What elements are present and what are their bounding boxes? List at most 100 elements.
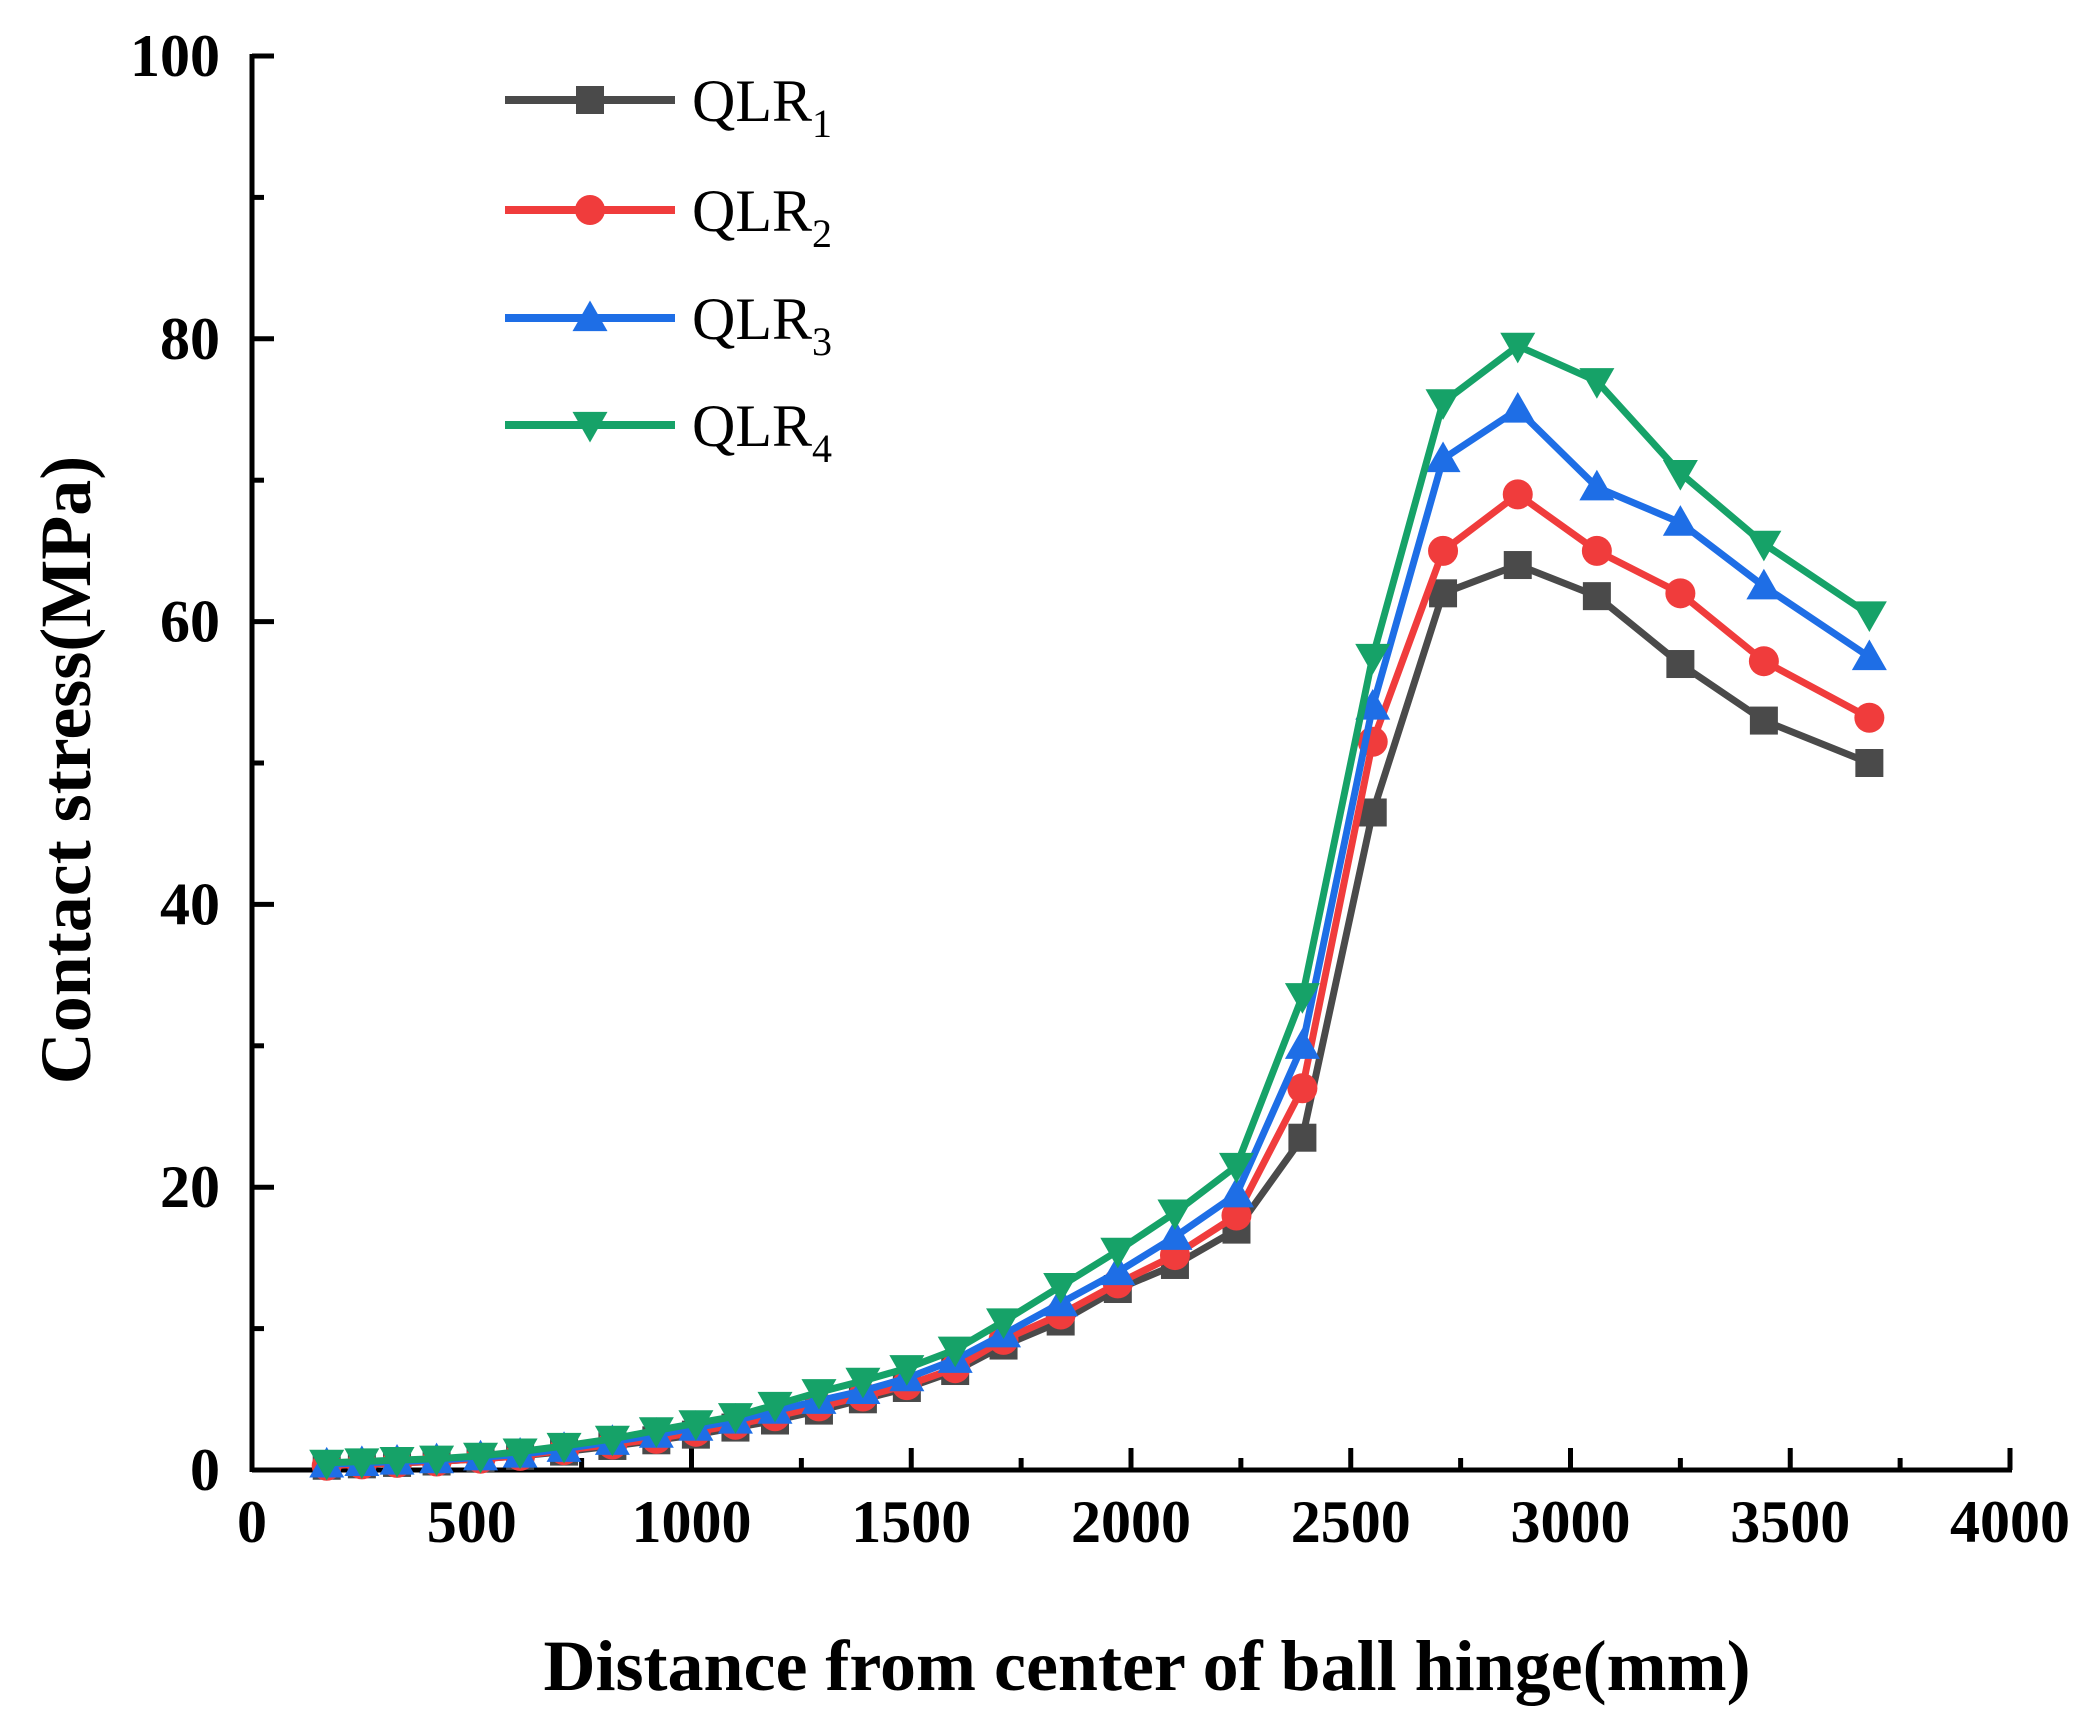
series-QLR3 [309,392,1887,1478]
data-point [1662,505,1698,536]
data-point [344,1448,380,1480]
data-point [1746,568,1782,600]
data-point [757,1391,793,1423]
data-point [678,1410,714,1441]
data-point [1503,551,1532,580]
legend-label-main: QLR [692,178,812,244]
x-tick-label: 1000 [632,1489,752,1555]
y-tick-label: 100 [130,23,220,89]
x-tick-label: 2000 [1071,1489,1191,1555]
y-tick-label: 20 [160,1154,220,1220]
data-point [638,1417,674,1448]
data-point [1500,332,1536,364]
x-tick-label: 500 [427,1489,517,1555]
legend-item: QLR4 [505,393,832,471]
legend-marker [572,300,608,332]
legend-label-main: QLR [692,68,812,134]
data-point [1579,368,1615,399]
data-point [1749,706,1778,735]
data-point [1665,578,1696,609]
data-point [1288,1123,1317,1152]
y-tick-label: 40 [160,871,220,937]
data-point [1855,749,1884,777]
series-line [326,561,1871,1470]
legend-label-subscript: 2 [812,211,832,256]
data-point [1284,983,1320,1014]
data-point [1355,643,1391,675]
data-point [1157,1199,1193,1231]
y-tick-label: 0 [190,1437,220,1503]
legend-label-subscript: 1 [812,101,832,146]
series-QLR1 [312,551,1884,1480]
x-tick-label: 3500 [1730,1489,1850,1555]
data-point [1851,601,1887,633]
data-point [1218,1176,1254,1208]
data-point [937,1336,973,1368]
x-tick-label: 1500 [851,1489,971,1555]
data-point [1500,392,1536,423]
legend-label-subscript: 3 [812,319,832,364]
legend-label: QLR4 [692,393,832,471]
legend-label-subscript: 4 [812,426,832,471]
legend-label-main: QLR [692,286,812,352]
y-axis-title: Contact stress(MPa) [26,456,106,1085]
legend-marker [576,86,604,114]
data-point [1425,389,1461,420]
series-line [326,490,1872,1470]
data-point [1043,1273,1079,1304]
x-axis-title: Distance from center of ball hinge(mm) [543,1626,1750,1706]
data-point [1666,650,1695,679]
data-point [1157,1219,1193,1250]
series-QLR4 [309,332,1887,1481]
data-point [801,1379,837,1410]
legend-label: QLR2 [692,178,832,256]
series-layer [309,332,1887,1481]
legend-label: QLR1 [692,68,832,146]
data-point [1581,535,1612,566]
data-point [1425,441,1461,473]
legend-marker [572,411,608,443]
data-point [379,1446,415,1478]
x-tick-label: 2500 [1291,1489,1411,1555]
data-point [463,1442,499,1474]
data-point [889,1355,925,1386]
data-point [594,1425,630,1457]
x-tick-label: 4000 [1950,1489,2070,1555]
y-tick-label: 80 [160,306,220,372]
data-point [1287,1073,1318,1104]
legend-label: QLR3 [692,286,832,364]
data-point [309,1449,345,1481]
data-point [717,1403,753,1434]
data-point [502,1438,538,1470]
legend-label-main: QLR [692,393,812,459]
data-point [1218,1152,1254,1184]
series-line [326,406,1872,1468]
data-point [1662,460,1698,491]
data-point [1284,1028,1320,1059]
x-tick-label: 0 [237,1489,267,1555]
data-point [986,1308,1022,1340]
data-point [419,1445,455,1477]
legend-item: QLR3 [505,286,832,364]
axes: 0 500 1000 1500 2000 2500 3000 3500 4000 0 20 40 60 8… [130,23,2070,1555]
x-tick-label: 3000 [1511,1489,1631,1555]
data-point [845,1367,881,1399]
data-point [1100,1237,1136,1269]
data-point [1100,1254,1136,1286]
data-point [546,1432,582,1464]
data-point [1579,469,1615,501]
legend-marker [575,195,605,225]
legend-item: QLR1 [505,68,832,146]
data-point [1502,479,1533,510]
data-point [1221,1200,1252,1231]
y-tick-label: 60 [160,589,220,655]
series-QLR2 [311,479,1885,1481]
data-point [1854,702,1885,733]
data-point [1748,646,1779,677]
data-point [1582,582,1611,611]
data-point [1428,535,1459,566]
legend-item: QLR2 [505,178,832,256]
